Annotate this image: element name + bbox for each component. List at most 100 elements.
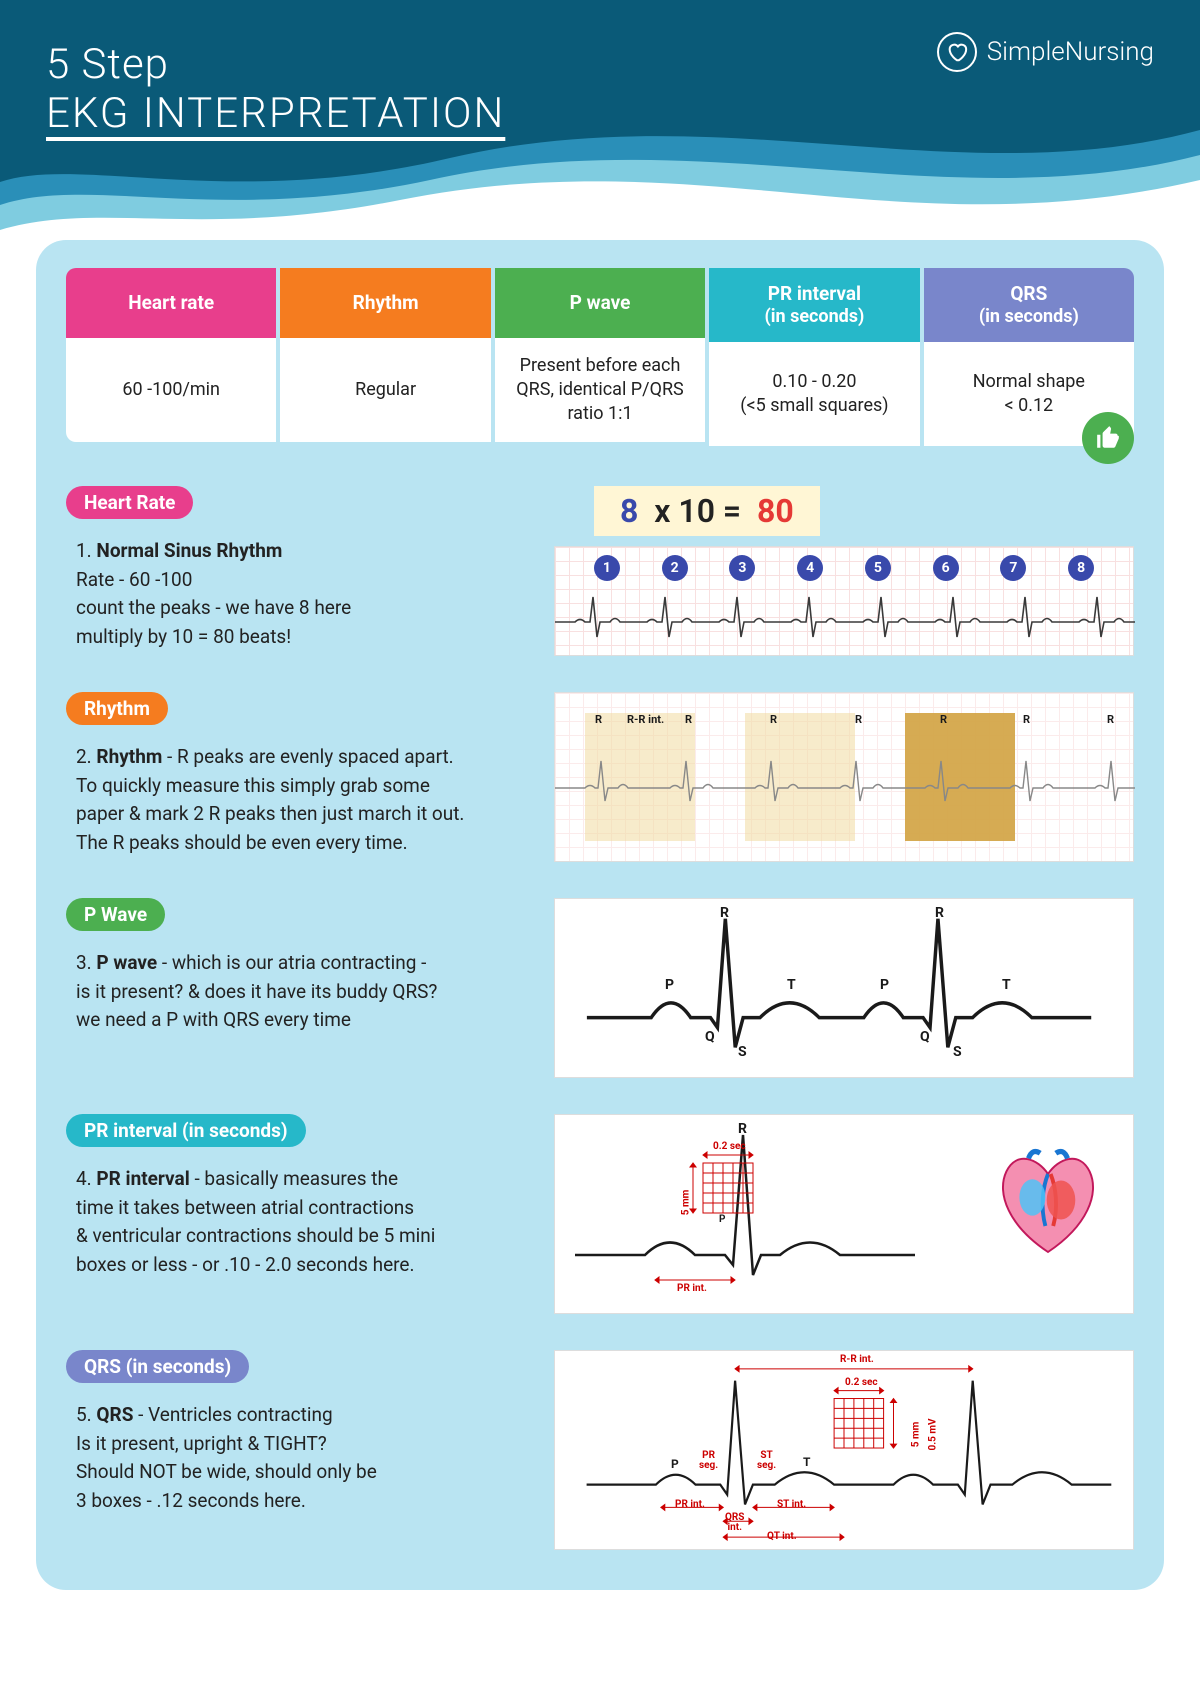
th-pwave: P wave <box>495 268 705 338</box>
printerval-diagram: R 0.2 sec 5 mm P PR int. <box>554 1114 1134 1314</box>
label-prseg: PR seg. <box>699 1451 718 1471</box>
label-r: R <box>720 905 729 921</box>
beat-dot: 5 <box>865 555 891 581</box>
label-stseg: ST seg. <box>757 1451 776 1471</box>
page-title: 5 Step EKG INTERPRETATION <box>46 40 505 138</box>
table-col-pwave: P wave Present before each QRS, identica… <box>495 268 705 446</box>
step-title: Rhythm <box>96 745 162 768</box>
label-qrsint: QRS int. <box>725 1513 744 1533</box>
td-pwave: Present before each QRS, identical P/QRS… <box>495 338 705 442</box>
th-printerval: PR interval (in seconds) <box>709 268 919 342</box>
calc-op-text: x 10 = <box>654 492 741 530</box>
step-number: 4. <box>76 1167 92 1190</box>
calc-result: 80 <box>757 492 794 530</box>
r-label: R <box>940 713 947 726</box>
brand: SimpleNursing <box>937 32 1154 72</box>
label-time: 0.2 sec <box>713 1141 746 1152</box>
label-t: T <box>787 977 796 993</box>
header: 5 Step EKG INTERPRETATION SimpleNursing <box>0 0 1200 260</box>
label-5mm: 5 mm <box>910 1422 921 1448</box>
body-rhythm: 2. Rhythm - R peaks are evenly spaced ap… <box>66 743 534 857</box>
th-qrs: QRS (in seconds) <box>924 268 1134 342</box>
r-label: R <box>685 713 692 726</box>
pr-wave-icon <box>555 1115 955 1315</box>
step-body: Rate - 60 -100 count the peaks - we have… <box>76 568 351 648</box>
td-rhythm: Regular <box>280 338 490 442</box>
label-s: S <box>953 1044 962 1060</box>
summary-table: Heart rate 60 -100/min Rhythm Regular P … <box>66 268 1134 446</box>
beat-dot: 8 <box>1068 555 1094 581</box>
section-pwave: P Wave 3. P wave - which is our atria co… <box>66 898 1134 1078</box>
ekg-strip-2: R R-R int. R R R R R R <box>554 692 1134 862</box>
section-heartrate: Heart Rate 1. Normal Sinus Rhythm Rate -… <box>66 486 1134 656</box>
content-card: Heart rate 60 -100/min Rhythm Regular P … <box>36 240 1164 1590</box>
r-label: R <box>1023 713 1030 726</box>
title-line1: 5 Step <box>46 40 505 89</box>
label-pr: PR int. <box>677 1283 707 1294</box>
label-t: T <box>1002 977 1011 993</box>
th-label: Heart rate <box>76 291 266 315</box>
section-text: P Wave 3. P wave - which is our atria co… <box>66 898 534 1078</box>
label-5mm: 5 mm <box>680 1190 691 1216</box>
label-rr: R-R int. <box>840 1354 874 1365</box>
thumbs-up-icon <box>1082 412 1134 464</box>
body-pwave: 3. P wave - which is our atria contracti… <box>66 949 534 1035</box>
label-r: R <box>935 905 944 921</box>
table-col-rhythm: Rhythm Regular <box>280 268 490 446</box>
section-diagram: R R-R int. R R R R R R <box>554 692 1134 862</box>
step-number: 1. <box>76 539 92 562</box>
section-printerval: PR interval (in seconds) 4. PR interval … <box>66 1114 1134 1314</box>
label-p: P <box>665 977 674 993</box>
section-diagram: R R P P T T Q Q S S <box>554 898 1134 1078</box>
section-text: PR interval (in seconds) 4. PR interval … <box>66 1114 534 1314</box>
step-number: 5. <box>76 1403 92 1426</box>
page: 5 Step EKG INTERPRETATION SimpleNursing … <box>0 0 1200 1697</box>
label-s: S <box>738 1044 747 1060</box>
td-printerval: 0.10 - 0.20 (<5 small squares) <box>709 342 919 446</box>
qrs-diagram: R-R int. 0.2 sec 5 mm 0.5 mV P T PR seg.… <box>554 1350 1134 1550</box>
label-05mv: 0.5 mV <box>928 1419 939 1451</box>
section-diagram: R 0.2 sec 5 mm P PR int. <box>554 1114 1134 1314</box>
ekg-strip-1: 1 2 3 4 5 6 7 8 <box>554 546 1134 656</box>
label-p: P <box>671 1457 679 1471</box>
step-number: 2. <box>76 745 92 768</box>
step-title: Normal Sinus Rhythm <box>96 539 282 562</box>
pill-printerval: PR interval (in seconds) <box>66 1114 306 1147</box>
step-title: PR interval <box>96 1167 189 1190</box>
qrs-wave-icon <box>555 1351 1133 1549</box>
brand-text: SimpleNursing <box>987 37 1154 67</box>
r-label: R <box>770 713 777 726</box>
label-printerval: PR int. <box>675 1499 705 1510</box>
title-line2: EKG INTERPRETATION <box>46 89 505 138</box>
th-sub: (in seconds) <box>934 306 1124 329</box>
brand-heart-icon <box>937 32 977 72</box>
section-diagram: R-R int. 0.2 sec 5 mm 0.5 mV P T PR seg.… <box>554 1350 1134 1550</box>
section-text: QRS (in seconds) 5. QRS - Ventricles con… <box>66 1350 534 1550</box>
beat-dot: 2 <box>662 555 688 581</box>
th-label: PR interval <box>719 282 909 306</box>
r-label: R <box>855 713 862 726</box>
beat-dot: 1 <box>594 555 620 581</box>
body-qrs: 5. QRS - Ventricles contracting Is it pr… <box>66 1401 534 1515</box>
pill-heartrate: Heart Rate <box>66 486 193 519</box>
pill-pwave: P Wave <box>66 898 165 931</box>
body-printerval: 4. PR interval - basically measures the … <box>66 1165 534 1279</box>
table-col-printerval: PR interval (in seconds) 0.10 - 0.20 (<5… <box>709 268 919 446</box>
label-p-small: P <box>719 1214 725 1225</box>
section-rhythm: Rhythm 2. Rhythm - R peaks are evenly sp… <box>66 692 1134 862</box>
label-time: 0.2 sec <box>845 1377 878 1388</box>
pill-qrs: QRS (in seconds) <box>66 1350 249 1383</box>
label-qtint: QT int. <box>767 1531 797 1542</box>
ekg-wave-icon <box>555 753 1135 813</box>
calc-box: 8 x 10 = 80 <box>594 486 820 536</box>
r-label: R <box>1107 713 1114 726</box>
th-label: QRS <box>934 282 1124 306</box>
step-number: 3. <box>76 951 92 974</box>
label-p: P <box>880 977 889 993</box>
pill-rhythm: Rhythm <box>66 692 168 725</box>
beat-dot: 7 <box>1000 555 1026 581</box>
beat-dot: 6 <box>933 555 959 581</box>
table-col-heartrate: Heart rate 60 -100/min <box>66 268 276 446</box>
calc-a: 8 <box>620 492 638 530</box>
body-heartrate: 1. Normal Sinus Rhythm Rate - 60 -100 co… <box>66 537 534 651</box>
